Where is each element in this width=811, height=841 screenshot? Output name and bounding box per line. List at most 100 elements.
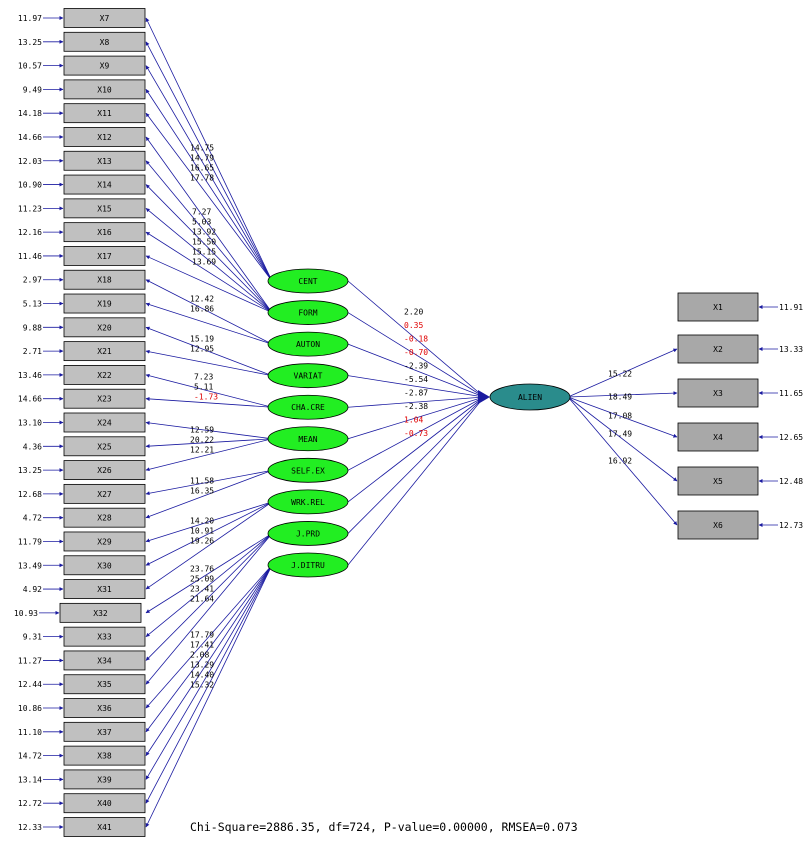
indicator-box-x7 [63, 8, 146, 28]
error-value-x32: 10.93 [14, 609, 38, 618]
loading-value-alien-x5: 17.49 [608, 430, 632, 439]
error-value-x19: 5.13 [23, 300, 42, 309]
loading-arrow-j-prd-x32 [145, 533, 273, 614]
indicator-box-x21 [63, 341, 146, 362]
indicator-label-x11: X11 [97, 109, 112, 118]
error-value-x36: 10.86 [18, 704, 42, 713]
loading-arrow-self-ex-x28 [145, 469, 273, 519]
indicator-label-x16: X16 [97, 228, 112, 237]
loading-value-j-ditru-4: 13.29 [190, 661, 214, 670]
indicator-label-x31: X31 [97, 585, 112, 594]
loading-arrow-j-ditru-x36 [145, 564, 273, 709]
loading-arrow-cent-x9 [145, 65, 273, 282]
loading-value-j-prd-2: 25.09 [190, 575, 214, 584]
indicator-box-x34 [63, 650, 146, 671]
loading-value-wrk-rel-1: 14.20 [190, 517, 214, 526]
latent-j-prd [267, 521, 349, 546]
loading-value-auton-2: 16.86 [190, 305, 214, 314]
indicator-label-x41: X41 [97, 823, 112, 832]
loading-arrow-variat-x21 [145, 349, 273, 377]
loading-arrow-form-x17 [145, 255, 273, 313]
error-value-x9: 10.57 [18, 62, 42, 71]
indicator-label-x36: X36 [97, 704, 112, 713]
loading-arrow-form-x14 [145, 184, 273, 313]
labels: X711.97X813.25X910.57X109.49X1114.18X121… [14, 14, 803, 832]
structural-arrowhead [478, 390, 490, 404]
indicator-label-x27: X27 [97, 490, 112, 499]
loading-value-cent-4: 17.78 [190, 174, 214, 183]
error-value-x13: 12.03 [18, 157, 42, 166]
latent-label-variat: VARIAT [294, 372, 323, 381]
latent-mean [267, 426, 349, 452]
indicator-box-x9 [63, 55, 146, 76]
indicator-box-x27 [63, 483, 146, 504]
indicator-box-x38 [63, 745, 146, 766]
loading-arrow-form-x16 [145, 231, 273, 313]
latent-label-cha-cre: CHA.CRE [291, 403, 325, 412]
loading-arrow-j-prd-x33 [145, 533, 273, 637]
loading-value-alien-x4: 17.08 [608, 412, 632, 421]
latent-auton [267, 331, 349, 357]
indicator-label-x2: X2 [713, 345, 723, 354]
latent-self-ex [267, 457, 349, 483]
loading-arrow-j-prd-x34 [145, 533, 273, 661]
latent-label-j-prd: J.PRD [296, 529, 320, 538]
indicator-label-x17: X17 [97, 252, 112, 261]
loading-value-cent-2: 14.79 [190, 154, 214, 163]
indicator-label-x20: X20 [97, 323, 112, 332]
error-value-x30: 13.49 [18, 561, 42, 570]
indicator-label-x25: X25 [97, 442, 112, 451]
error-value-x21: 2.71 [23, 347, 42, 356]
loading-value-cent-1: 14.75 [190, 144, 214, 153]
loading-value-form-6: 13.69 [192, 258, 216, 267]
structural-path-j-ditru [347, 396, 485, 566]
latent-label-form: FORM [298, 309, 317, 318]
indicator-label-x7: X7 [100, 14, 110, 23]
path-value-mean: -5.54 [404, 375, 428, 384]
path-value-variat: -0.70 [404, 348, 428, 357]
indicator-box-x41 [63, 817, 146, 837]
loading-arrow-alien-x2 [567, 348, 678, 398]
latent-label-self-ex: SELF.EX [291, 466, 325, 475]
indicator-box-x37 [63, 721, 146, 742]
loading-value-variat-1: 15.19 [190, 335, 214, 344]
indicator-box-x35 [63, 674, 146, 695]
error-value-x10: 9.49 [23, 85, 42, 94]
indicator-box-x22 [63, 365, 146, 385]
error-value-x35: 12.44 [18, 680, 42, 689]
indicator-label-x13: X13 [97, 157, 112, 166]
indicator-label-x34: X34 [97, 656, 112, 665]
loading-arrow-self-ex-x27 [145, 469, 273, 496]
loading-value-j-ditru-6: 15.32 [190, 681, 214, 690]
error-value-x38: 14.72 [18, 752, 42, 761]
error-value-x7: 11.97 [18, 14, 42, 23]
indicator-box-x11 [63, 103, 146, 124]
loading-arrow-form-x13 [145, 160, 273, 313]
error-value-x29: 11.79 [18, 537, 42, 546]
loading-value-self-ex-1: 11.58 [190, 477, 214, 486]
indicator-label-x19: X19 [97, 300, 112, 309]
error-value-x12: 14.66 [18, 133, 42, 142]
loading-arrow-mean-x24 [145, 420, 273, 440]
error-value-x8: 13.25 [18, 38, 42, 47]
loading-value-j-prd-4: 21.64 [190, 595, 214, 604]
path-value-j-ditru: -0.73 [404, 429, 428, 438]
loading-value-cha-cre-3: -1.73 [194, 393, 218, 402]
outcome-alien [489, 383, 571, 411]
error-value-x16: 12.16 [18, 228, 42, 237]
indicator-box-x29 [63, 531, 146, 552]
loading-value-variat-2: 12.95 [190, 345, 214, 354]
path-value-cha-cre: -2.39 [404, 362, 428, 371]
latent-form [267, 300, 349, 325]
loading-value-mean-3: 12.21 [190, 446, 214, 455]
loading-arrow-mean-x25 [145, 438, 273, 449]
loading-value-j-ditru-5: 14.40 [190, 671, 214, 680]
indicator-label-x10: X10 [97, 85, 112, 94]
indicator-label-x1: X1 [713, 303, 723, 312]
error-value-x33: 9.31 [23, 633, 42, 642]
loading-arrow-auton-x18 [145, 279, 273, 345]
structural-path-cent [347, 280, 485, 398]
path-value-self-ex: -2.87 [404, 389, 428, 398]
nodes [59, 8, 759, 837]
loading-arrow-cent-x10 [145, 89, 273, 282]
